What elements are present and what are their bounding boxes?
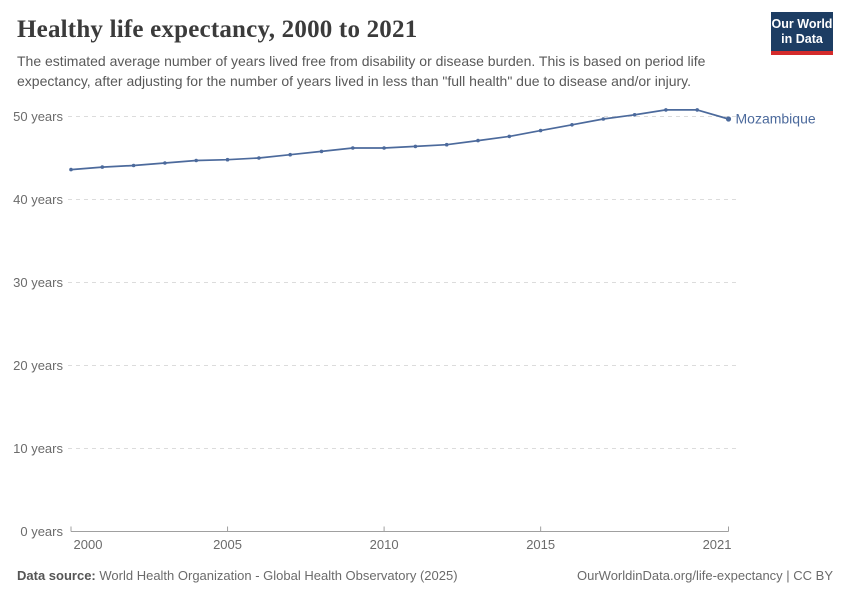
series-line	[70, 109, 730, 171]
data-point	[319, 149, 324, 154]
axis-layer	[70, 526, 730, 532]
data-point	[632, 113, 637, 117]
data-point	[444, 142, 449, 147]
data-point	[351, 146, 355, 150]
data-point	[601, 117, 606, 121]
owid-logo[interactable]: Our World in Data	[771, 12, 833, 55]
data-point	[100, 165, 105, 169]
data-point	[382, 146, 386, 150]
data-source-text: World Health Organization - Global Healt…	[99, 568, 458, 583]
chart-subtitle-line1: The estimated average number of years li…	[17, 53, 706, 69]
data-point	[194, 158, 198, 163]
data-point	[131, 163, 136, 168]
data-point	[664, 108, 668, 112]
series-label-mozambique: Mozambique	[736, 111, 816, 127]
chart-subtitle: The estimated average number of years li…	[17, 52, 757, 91]
gridlines-layer	[68, 116, 737, 449]
x-axis-tick-label: 2015	[526, 537, 555, 552]
series-layer	[69, 108, 732, 172]
y-axis-tick-label: 20 years	[13, 358, 63, 373]
owid-logo-line1: Our World	[771, 17, 833, 31]
data-source-label: Data source:	[17, 568, 96, 583]
data-point	[538, 128, 543, 133]
data-point	[725, 116, 732, 122]
x-axis-tick-label: 2000	[74, 537, 103, 552]
y-axis-tick-label: 0 years	[20, 524, 63, 539]
data-point	[257, 156, 261, 160]
chart-footer: Data source: World Health Organization -…	[17, 568, 833, 586]
y-axis-tick-label: 40 years	[13, 192, 63, 207]
attribution-link[interactable]: OurWorldinData.org/life-expectancy | CC …	[576, 568, 833, 583]
y-axis-tick-label: 50 years	[13, 109, 63, 124]
data-point	[163, 161, 167, 165]
owid-logo-line2: in Data	[781, 32, 823, 46]
x-axis-tick-label: 2010	[370, 537, 399, 552]
data-point	[507, 134, 512, 139]
axis-labels-layer: 0 years 10 years 20 years 30 years 40 years 5…	[13, 109, 731, 552]
x-axis-tick-label: 2021	[703, 537, 732, 552]
x-axis-tick-label: 2005	[213, 537, 242, 552]
data-point	[288, 152, 293, 157]
data-source-note: Data source: World Health Organization -…	[17, 568, 458, 583]
data-point	[695, 108, 699, 112]
chart-subtitle-line2: expectancy, after adjusting for the numb…	[17, 72, 692, 89]
data-point	[476, 138, 480, 143]
data-point	[570, 123, 574, 127]
y-axis-tick-label: 10 years	[13, 441, 63, 456]
y-axis-tick-label: 30 years	[13, 275, 63, 290]
data-point	[69, 167, 73, 172]
data-point	[225, 157, 230, 162]
data-point	[413, 144, 418, 149]
chart-title: Healthy life expectancy, 2000 to 2021	[17, 16, 418, 43]
